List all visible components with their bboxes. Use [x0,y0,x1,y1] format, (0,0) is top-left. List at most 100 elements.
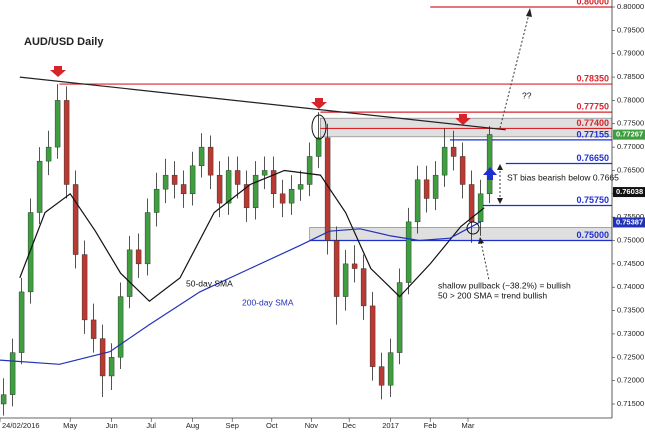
axis-background [612,0,645,432]
candle-body [297,184,304,190]
candle-body [36,160,43,213]
lines-layer [0,76,506,365]
y-tick-label: 0.79000 [617,49,644,58]
x-tick-label: May [63,421,77,430]
candle-body [252,174,259,209]
level-label: 0.78350 [576,73,609,83]
y-tick-label: 0.75500 [617,212,644,221]
level-label: 0.80000 [576,0,609,6]
price-marker [613,129,645,140]
candle-body [180,184,187,195]
dotted-arrows [480,13,530,281]
candle-body [234,170,241,185]
price-marker-label: 0.75387 [616,217,643,226]
y-tick-label: 0.80000 [617,2,644,11]
candle-body [63,100,70,185]
level-label: 0.76650 [576,153,609,163]
x-tick-label: Sep [226,421,239,430]
peak-arrows [50,66,471,125]
candle-body [90,319,97,339]
candle-body [414,179,421,223]
candle-body [396,282,403,353]
candle-body [342,263,349,297]
price-marker-label: 0.77267 [616,130,643,139]
y-tick-label: 0.78500 [617,72,644,81]
candle-body [288,188,295,204]
candle-body [144,212,151,265]
level-label: 0.75750 [576,195,609,205]
candle-body [261,170,268,176]
y-tick-label: 0.72500 [617,352,644,361]
y-tick-label: 0.73000 [617,329,644,338]
level-label: 0.77400 [576,118,609,128]
candle-body [360,268,367,307]
annotation: ST bias bearish below 0.7665 [507,172,619,182]
y-tick-label: 0.77500 [617,119,644,128]
candle-body [351,263,358,269]
candle-body [333,240,340,297]
candle-body [369,305,376,367]
annotation: shallow pullback (~38.2%) = bullish [438,280,571,290]
axis-background [0,418,645,432]
candle-body [117,296,124,358]
arrow-head [497,164,503,170]
candle-body [432,174,439,199]
candle-body [477,193,484,223]
highlight-circle [466,221,480,235]
candle-body [54,100,61,148]
candle-body [441,146,448,176]
x-tick-label: Mar [462,421,475,430]
candle-body [99,338,106,377]
y-tick-label: 0.72000 [617,376,644,385]
x-tick-label: Dec [343,421,357,430]
arrow-head [526,8,532,17]
x-tick-label: Jun [106,421,118,430]
candles-layer [0,84,493,416]
arrow-head [478,237,484,244]
candle-body [306,156,313,185]
x-tick-label: Nov [305,421,319,430]
trendline [19,76,506,131]
candle-body [243,184,250,209]
candle-body [189,165,196,195]
up-arrow [483,167,497,180]
price-marker [613,217,645,228]
candle-body [279,193,286,204]
y-tick-label: 0.71500 [617,399,644,408]
candle-body [207,146,214,176]
candle-body [450,146,457,157]
candle-body [387,352,394,386]
candle-body [378,366,385,386]
level-label: 0.75000 [576,230,609,240]
annotation: 50 > 200 SMA = trend bullish [438,290,547,300]
x-tick-label: Oct [266,421,279,430]
candle-body [198,146,205,166]
y-tick-label: 0.74000 [617,282,644,291]
x-tick-label: 2017 [382,421,399,430]
price-marker [613,187,645,198]
candle-body [405,221,412,283]
highlight-circle [311,114,327,140]
candle-body [45,146,52,162]
peak-arrow [455,114,471,125]
x-tick-label: Aug [186,421,199,430]
arrow-heads [478,8,532,244]
y-tick-label: 0.77000 [617,142,644,151]
candle-body [72,184,79,255]
candle-body [0,394,7,405]
candle-body [18,291,25,353]
candle-body [486,134,493,195]
y-tick-label: 0.78000 [617,95,644,104]
sma-line [0,221,481,365]
x-tick-label: 24/02/2016 [2,421,40,430]
candle-body [171,174,178,185]
y-tick-label: 0.73500 [617,306,644,315]
level-label: 0.77750 [576,101,609,111]
peak-arrow [50,66,66,77]
chart-title: AUD/USD Daily [24,36,104,48]
y-tick-label: 0.79500 [617,25,644,34]
